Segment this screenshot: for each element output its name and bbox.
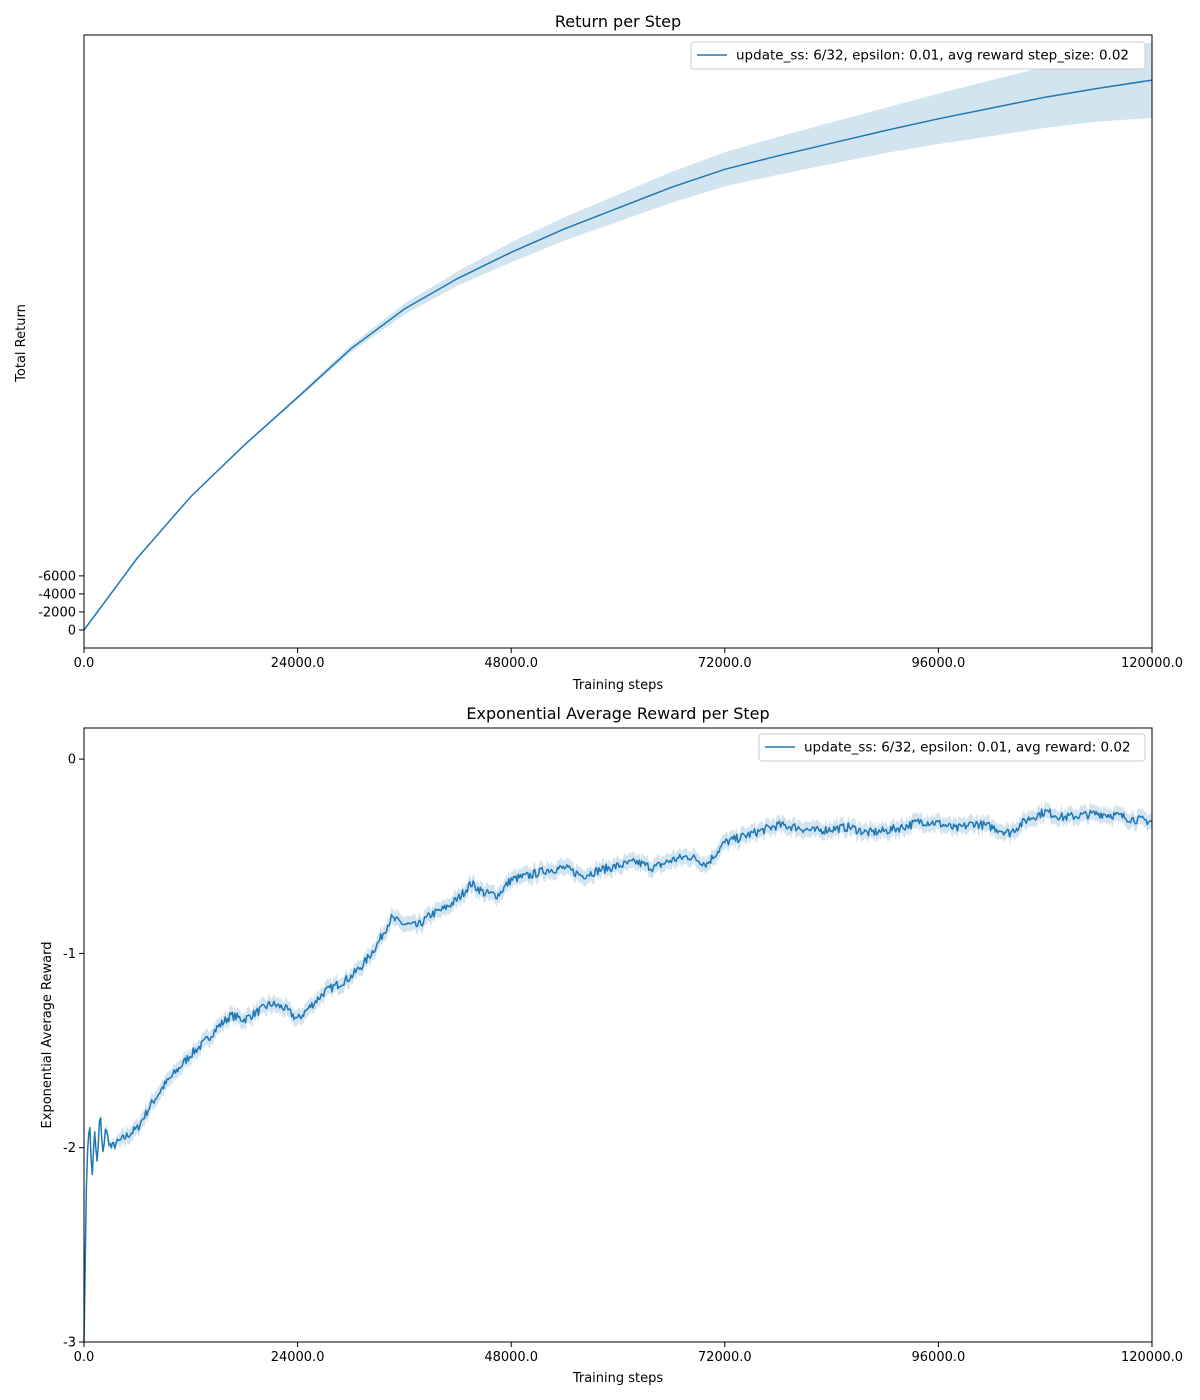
- x-tick-label: 48000.0: [484, 1350, 538, 1365]
- plot-area-frame: [83, 34, 1153, 649]
- y-tick-label: -1: [63, 947, 76, 962]
- confidence-band-layer: [84, 801, 1152, 1347]
- x-tick-label: 120000.0: [1121, 656, 1183, 671]
- legend-entry: update_ss: 6/32, epsilon: 0.01, avg rewa…: [736, 48, 1129, 64]
- legend-frame: [758, 733, 1146, 762]
- series-line-layer: [83, 79, 1153, 631]
- x-axis-label: Training steps: [572, 1371, 664, 1386]
- x-axis-ticks: 0.0 24000.0 48000.0 72000.0 96000.0 120000.0: [74, 648, 1183, 671]
- x-tick-label: 24000.0: [271, 656, 325, 671]
- y-axis-label: Total Return: [14, 304, 29, 383]
- series-line: [83, 79, 1153, 631]
- y-axis-ticks: 0 -1 -2 -3: [63, 753, 84, 1351]
- legend: update_ss: 6/32, epsilon: 0.01, avg rewa…: [690, 41, 1146, 70]
- chart-title: Return per Step: [555, 12, 681, 31]
- x-tick-label: 0.0: [74, 656, 95, 671]
- x-axis-ticks: 0.0 24000.0 48000.0 72000.0 96000.0 120000.0: [74, 1342, 1183, 1365]
- series-line: [83, 808, 1153, 1343]
- chart-exponential-average-reward: Exponential Average Reward per Step 0.0 2…: [40, 704, 1183, 1386]
- x-tick-label: 24000.0: [271, 1350, 325, 1365]
- legend-frame: [690, 41, 1146, 70]
- x-tick-label: 96000.0: [912, 656, 966, 671]
- x-tick-label: 72000.0: [698, 1350, 752, 1365]
- y-tick-label: 0: [68, 623, 76, 638]
- confidence-band: [84, 42, 1152, 630]
- series-line-layer: [83, 808, 1153, 1343]
- y-tick-label: 0: [68, 753, 76, 768]
- y-tick-label: -2000: [38, 605, 76, 620]
- chart-return-per-step: Return per Step 0.0 24000.0 48000.0 72000.0…: [14, 12, 1183, 693]
- x-axis-label: Training steps: [572, 678, 664, 693]
- y-tick-label: -6000: [38, 569, 76, 584]
- y-axis-label: Exponential Average Reward: [40, 942, 55, 1129]
- legend: update_ss: 6/32, epsilon: 0.01, avg rewa…: [758, 733, 1146, 762]
- confidence-band-layer: [84, 42, 1152, 630]
- x-tick-label: 96000.0: [912, 1350, 966, 1365]
- x-tick-label: 48000.0: [484, 656, 538, 671]
- legend-entry: update_ss: 6/32, epsilon: 0.01, avg rewa…: [804, 740, 1131, 756]
- x-tick-label: 0.0: [74, 1350, 95, 1365]
- y-tick-label: -2: [63, 1141, 76, 1156]
- x-tick-label: 120000.0: [1121, 1350, 1183, 1365]
- confidence-band: [84, 801, 1152, 1347]
- y-tick-label: -3: [63, 1336, 76, 1351]
- chart-title: Exponential Average Reward per Step: [466, 704, 769, 723]
- y-axis-ticks: 0 -2000 -4000 -6000: [38, 569, 84, 638]
- y-tick-label: -4000: [38, 587, 76, 602]
- plot-area-frame: [83, 727, 1153, 1343]
- x-tick-label: 72000.0: [698, 656, 752, 671]
